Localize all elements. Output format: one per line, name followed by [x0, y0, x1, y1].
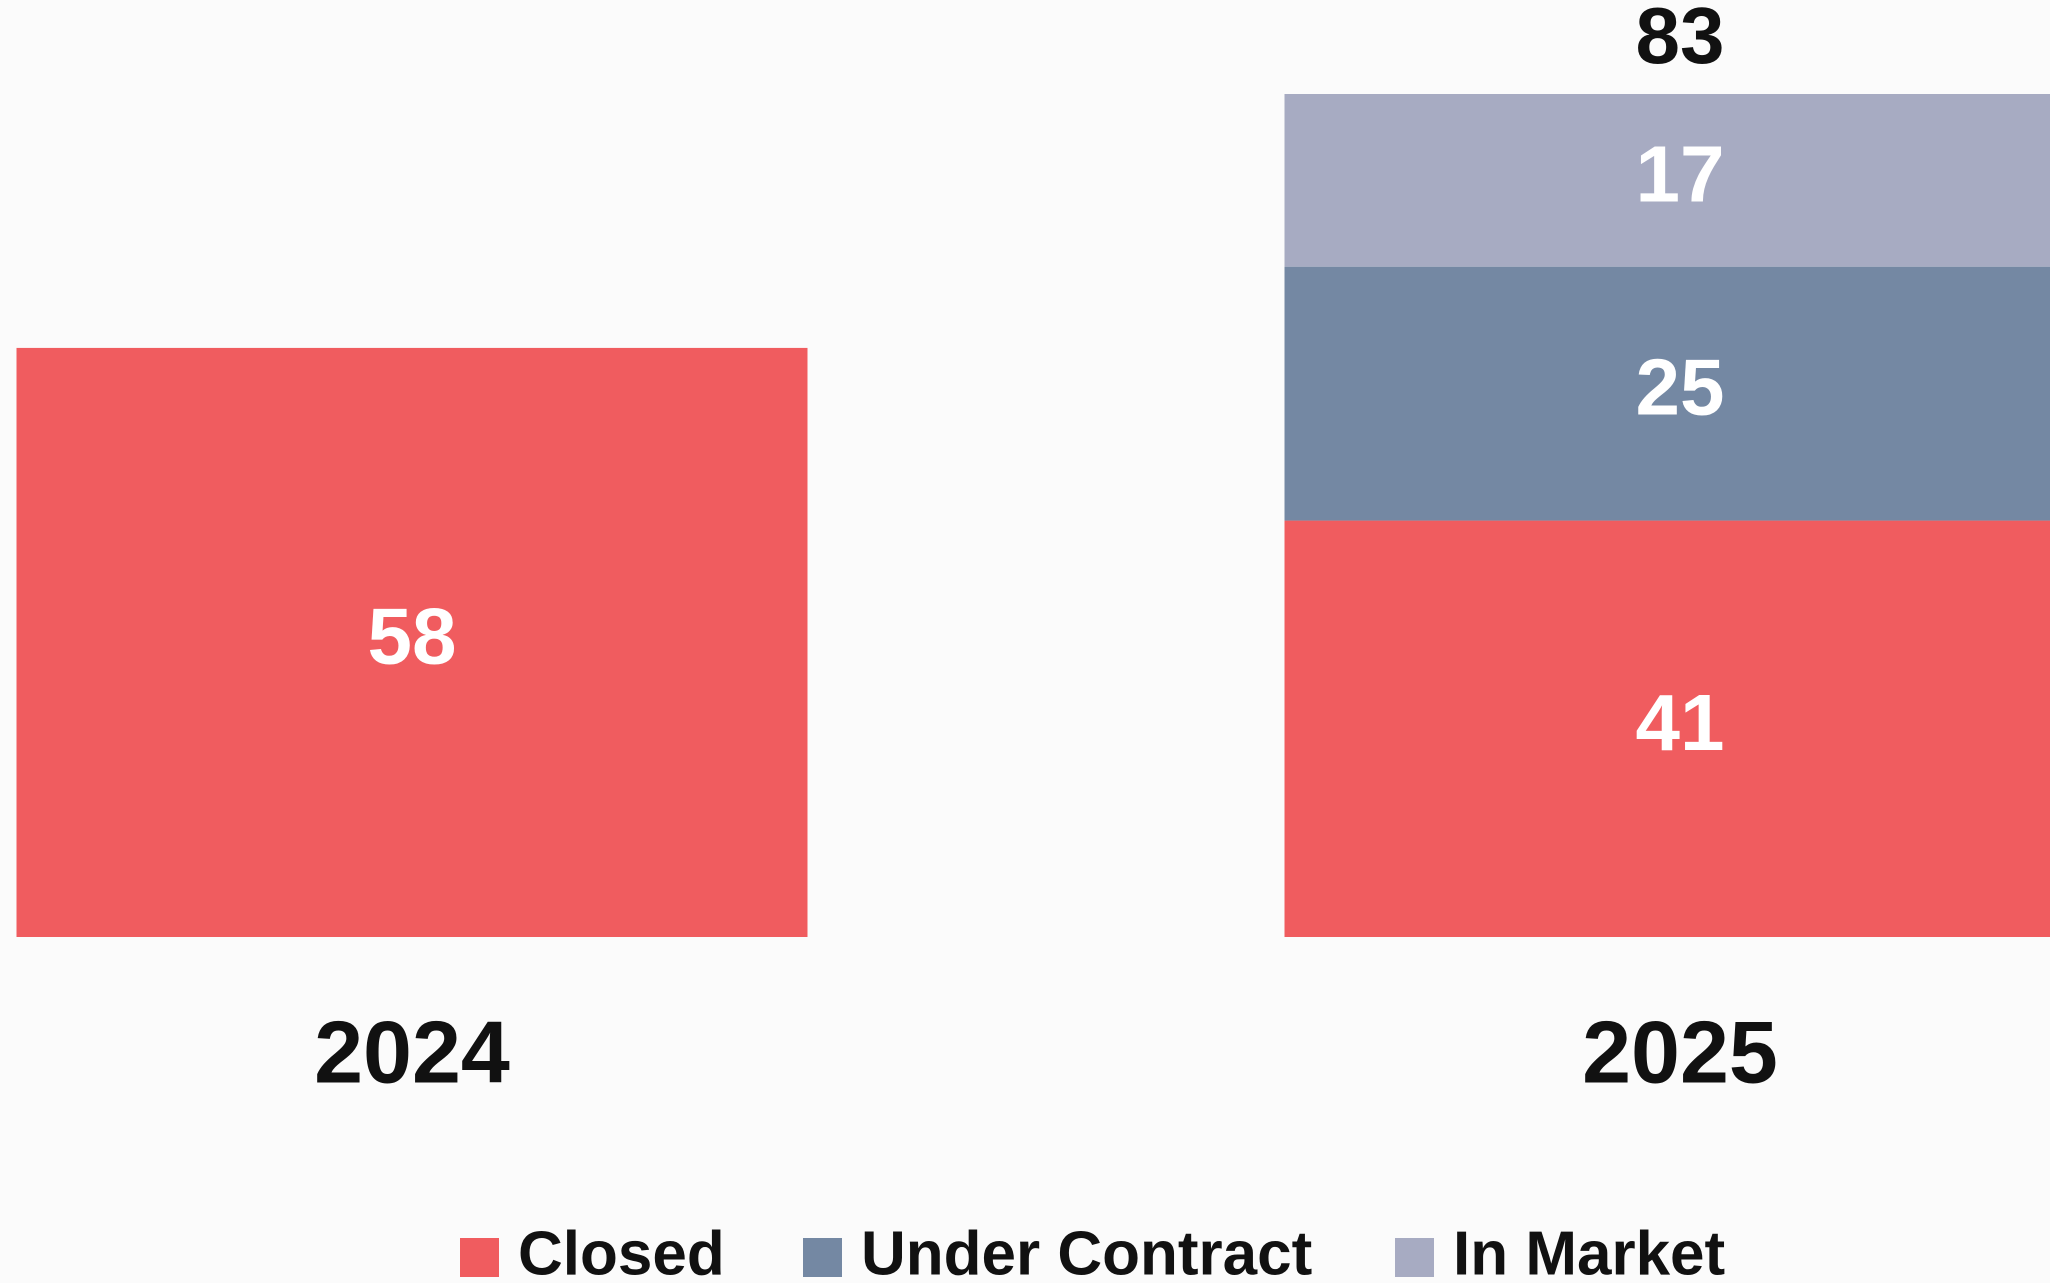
legend-swatch [803, 1238, 842, 1277]
legend-swatch [1395, 1238, 1434, 1277]
value-label: 41 [1636, 678, 1725, 767]
total-label: 83 [1636, 0, 1725, 80]
x-tick-label: 2025 [1582, 1002, 1778, 1101]
bar-segment [1284, 94, 2050, 267]
value-label: 25 [1636, 343, 1725, 432]
legend-label: Under Contract [861, 1219, 1312, 1283]
value-label: 17 [1636, 129, 1725, 218]
legend-label: In Market [1453, 1219, 1725, 1283]
value-label: 58 [368, 592, 457, 681]
bar-segment [16, 347, 808, 937]
x-tick-label: 2024 [314, 1002, 510, 1101]
legend-label: Closed [518, 1219, 725, 1283]
bar-segment [1284, 266, 2050, 521]
legend-swatch [460, 1238, 499, 1277]
bar-segment [1284, 520, 2050, 937]
